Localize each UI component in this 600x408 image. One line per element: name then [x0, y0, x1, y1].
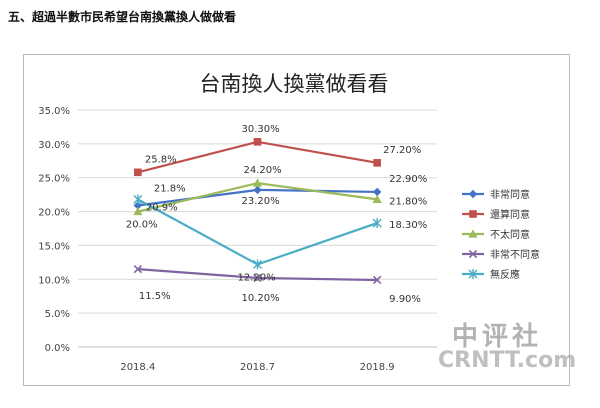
data-point [133, 264, 142, 274]
data-label: 11.5% [139, 291, 171, 302]
legend-label: 非常不同意 [490, 248, 540, 261]
x-tick-label: 2018.9 [360, 362, 395, 373]
data-point [133, 206, 143, 216]
data-point [133, 201, 143, 210]
data-label: 21.8% [154, 183, 186, 194]
data-label: 20.0% [126, 220, 158, 231]
data-point [372, 218, 382, 229]
chart-title: 台南換人換黨做看看 [200, 72, 389, 96]
legend-label: 還算同意 [490, 208, 530, 221]
data-point [133, 194, 143, 205]
legend-label: 非常同意 [490, 188, 530, 201]
watermark-chinese: 中评社 [452, 322, 543, 352]
data-label: 24.20% [244, 165, 282, 176]
watermark-english: CRNTT.com [438, 348, 577, 373]
data-label: 9.90% [389, 294, 421, 305]
page-heading: 五、超過半數市民希望台南換黨換人做做看 [8, 10, 237, 24]
data-label: 10.20% [242, 293, 280, 304]
y-tick-label: 5.0% [45, 309, 70, 320]
data-point [373, 159, 381, 167]
y-tick-label: 20.0% [38, 208, 70, 219]
data-label: 21.80% [389, 196, 427, 207]
y-tick-label: 0.0% [45, 343, 70, 354]
data-point [373, 275, 382, 285]
data-label: 20.9% [146, 202, 178, 213]
chart-frame: 台南換人換黨做看看 0.0% 5.0% 10.0% 15.0% 20.0% 25.0% 30… [23, 54, 570, 386]
data-point [253, 273, 262, 283]
data-label: 30.30% [242, 124, 280, 135]
x-tick-label: 2018.4 [120, 362, 155, 373]
data-label: 27.20% [383, 145, 421, 156]
legend-label: 不太同意 [490, 228, 530, 241]
y-tick-label: 35.0% [38, 106, 70, 117]
data-point [372, 194, 382, 203]
x-tick-label: 2018.7 [240, 362, 275, 373]
y-tick-label: 25.0% [38, 174, 70, 185]
legend-label: 無反應 [490, 268, 520, 281]
y-tick-label: 10.0% [38, 275, 70, 286]
line-chart: 台南換人換黨做看看 0.0% 5.0% 10.0% 15.0% 20.0% 25.0% 30… [38, 72, 540, 373]
data-point [468, 229, 478, 238]
data-point [253, 185, 262, 195]
data-point [134, 168, 142, 177]
y-tick-label: 15.0% [38, 241, 70, 252]
data-point [372, 187, 382, 197]
data-point [253, 259, 262, 270]
data-label: 25.8% [145, 154, 177, 165]
data-label: 22.90% [389, 174, 427, 185]
data-point [468, 249, 478, 259]
watermark-logo: 中评社 CRNTT.com [438, 318, 578, 378]
y-tick-label: 30.0% [38, 140, 70, 151]
data-point [468, 189, 478, 199]
data-point [253, 138, 262, 146]
data-point [469, 210, 477, 218]
data-point [252, 178, 263, 187]
data-point [468, 269, 478, 279]
data-label: 18.30% [389, 220, 427, 231]
data-label: 23.20% [242, 196, 280, 207]
data-label: 12.20% [238, 272, 276, 283]
